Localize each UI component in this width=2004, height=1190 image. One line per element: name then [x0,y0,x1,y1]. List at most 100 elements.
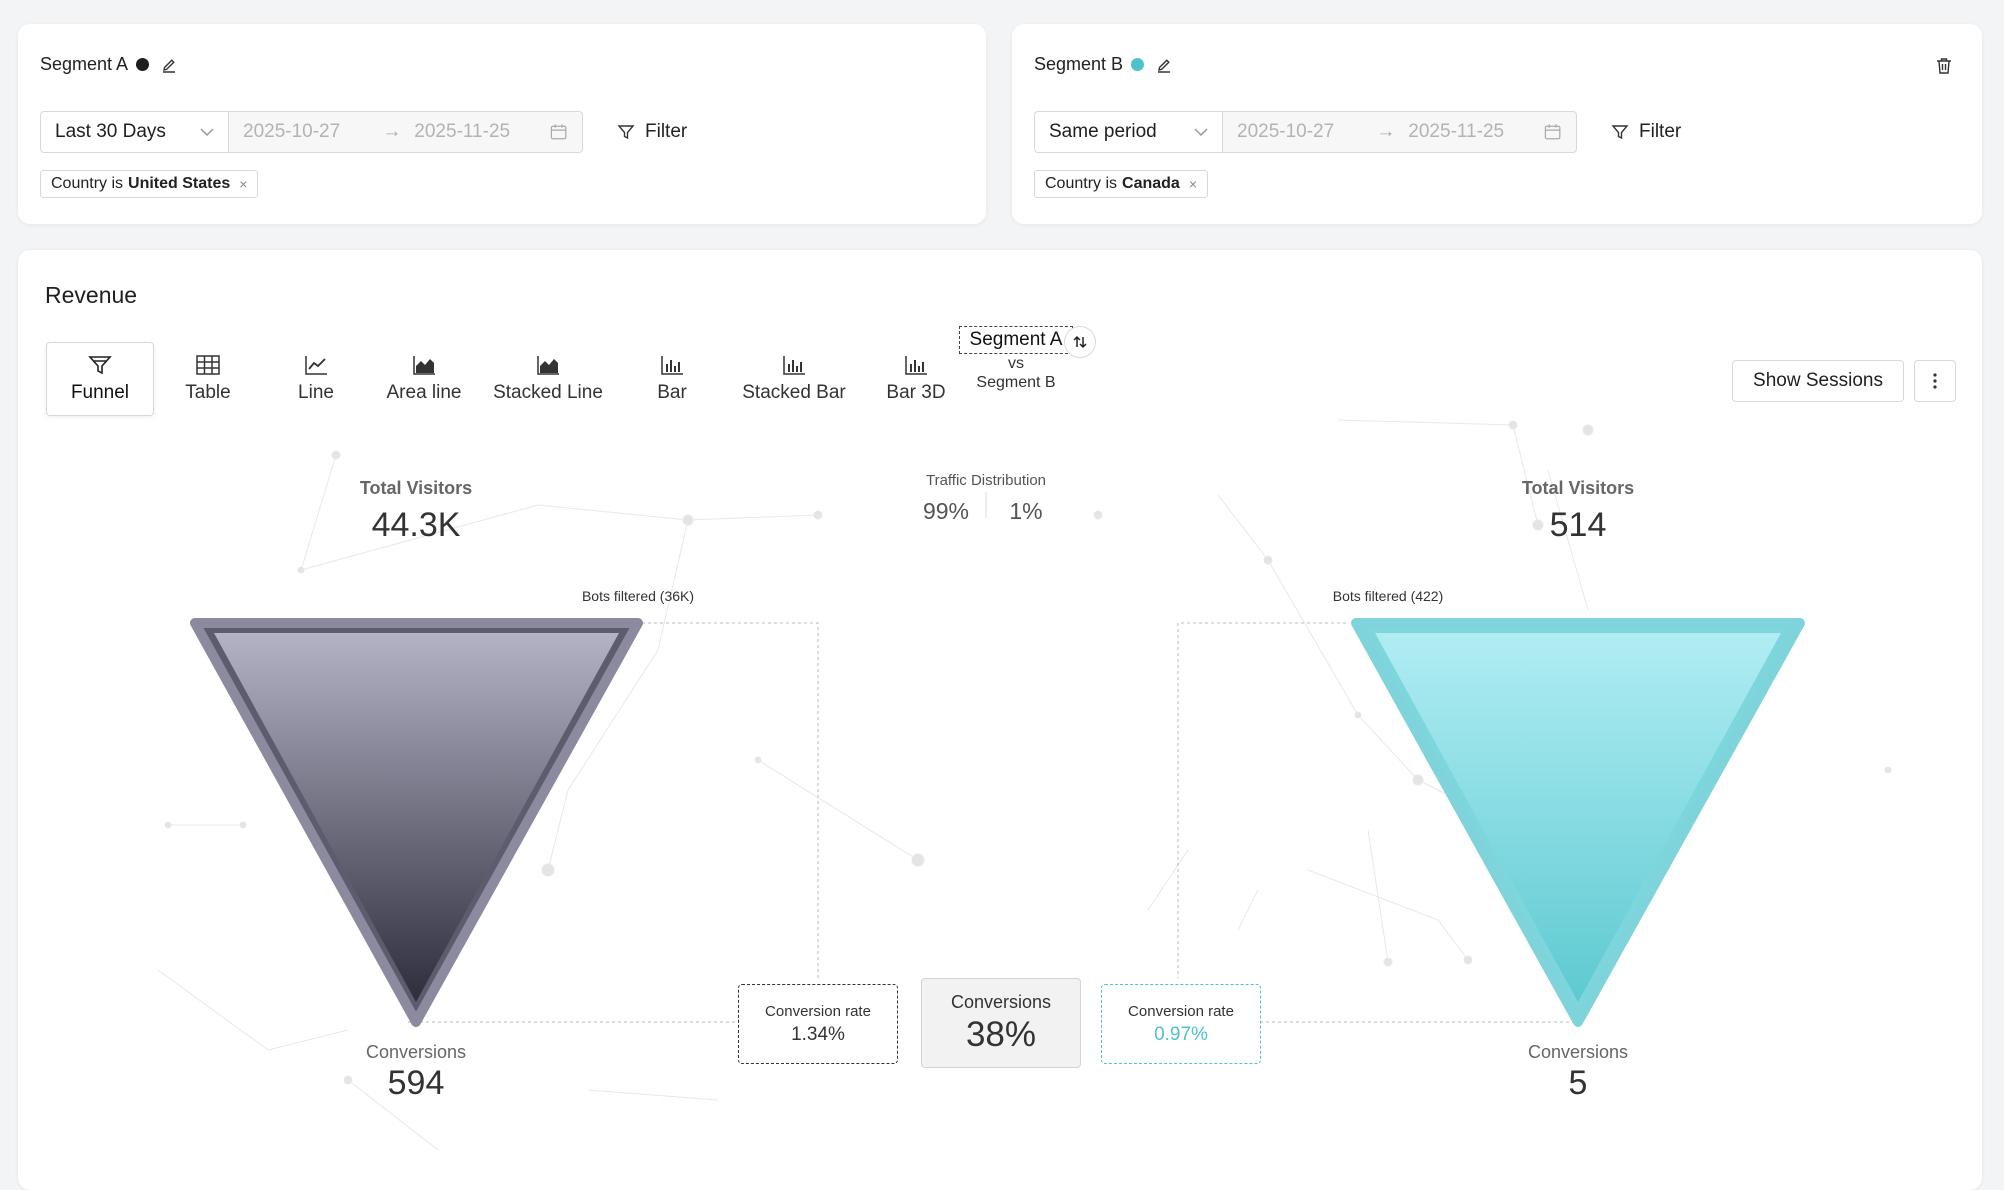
segment-a-date-range[interactable]: 2025-10-27 → 2025-11-25 [228,111,583,153]
segment-b-title: Segment B [1034,54,1124,74]
segment-a-visitors-label: Total Visitors [359,478,473,498]
edit-pencil-icon[interactable] [1156,57,1172,73]
traffic-distribution-label: Traffic Distribution [925,472,1047,489]
area-chart-icon [413,356,435,375]
segment-b-conversions-label: Conversions [1527,1042,1629,1062]
conversions-comparison: Conversions 38% [921,978,1081,1068]
segment-a-conversions-label: Conversions [365,1042,467,1062]
conversion-rate-label: Conversion rate [1128,1002,1234,1020]
arrow-right-icon: → [1376,121,1396,142]
filter-label: Filter [1639,121,1682,142]
tab-label: Line [298,382,334,403]
segment-a-card: Segment A Last 30 Days 2025-10-27 → 2025… [18,24,986,224]
funnel-canvas [157,419,1892,1151]
visualization-tabs: Funnel Table Line Area line Stacked Line… [46,342,970,416]
conversion-rate-value: 0.97% [1154,1023,1208,1045]
tab-stacked-bar[interactable]: Stacked Bar [726,342,862,416]
compare-primary-segment[interactable]: Segment A [958,326,1074,354]
chip-value: Canada [1122,175,1180,192]
filter-icon [1611,125,1629,140]
compare-vs: vs [1008,355,1024,372]
traffic-segment-a-value: 99% [922,498,970,524]
tab-label: Funnel [70,382,130,403]
conversion-rate-value: 1.34% [791,1023,845,1045]
segment-a-color-dot [136,58,150,71]
segment-a-filter-button[interactable]: Filter [617,121,687,143]
segment-b-date-start[interactable]: 2025-10-27 [1237,121,1335,142]
segment-b-card: Segment B Same period 2025-10-27 → 2025-… [1012,24,1982,224]
tab-stacked-line[interactable]: Stacked Line [478,342,618,416]
chevron-down-icon [200,128,214,137]
segment-b-range-select[interactable]: Same period [1034,111,1222,153]
more-vertical-icon [1933,373,1937,389]
close-icon[interactable]: × [239,176,248,192]
segment-a-filter-chip[interactable]: Country is United States × [40,170,259,198]
close-icon[interactable]: × [1188,176,1198,192]
segment-b-funnel [1351,618,1805,1027]
traffic-segment-b-value: 1% [1009,498,1043,524]
chevron-down-icon [1194,128,1208,137]
segment-b-date-end[interactable]: 2025-11-25 [1408,121,1505,142]
segment-a-funnel [190,618,643,1027]
line-chart-icon [305,356,327,375]
segment-a-visitors-value: 44.3K [371,506,461,544]
chip-prefix: Country is [1045,175,1118,192]
segment-a-title: Segment A [40,54,129,74]
compare-secondary-segment: Segment B [976,374,1056,391]
segment-a-conversions-value: 594 [387,1064,445,1102]
swap-segments-button[interactable] [1064,326,1096,358]
tab-bar[interactable]: Bar [618,342,726,416]
funnel-icon [88,356,112,375]
bar-3d-icon [905,356,927,375]
tab-table[interactable]: Table [154,342,262,416]
segment-b-color-dot [1131,58,1145,71]
conversions-comparison-value: 38% [965,1014,1037,1054]
swap-icon [1073,335,1087,349]
stacked-bar-icon [783,356,805,375]
chip-value: United States [128,175,231,192]
segment-b-filter-chip[interactable]: Country is Canada × [1034,170,1209,198]
revenue-card: Revenue Funnel Table Line Area line Stac… [18,250,1982,1190]
segment-a-header: Segment A [40,54,177,75]
tab-label: Stacked Bar [742,382,846,403]
tab-label: Bar 3D [886,382,946,403]
network-background [157,419,1892,1151]
calendar-icon [550,124,567,140]
stacked-line-icon [537,356,559,375]
table-icon [196,355,220,375]
tab-label: Stacked Line [493,382,603,403]
segment-compare: Segment A vs Segment B [936,326,1096,392]
segment-b-conversion-rate: Conversion rate 0.97% [1101,984,1261,1064]
segment-b-conversions-value: 5 [1568,1064,1588,1102]
segment-b-date-range[interactable]: 2025-10-27 → 2025-11-25 [1222,111,1577,153]
segment-b-range-value: Same period [1049,121,1157,142]
conversions-comparison-label: Conversions [950,991,1052,1012]
segment-b-visitors-label: Total Visitors [1521,478,1635,498]
segment-a-bots-note: Bots filtered (36K) [581,588,695,604]
segment-a-range-select[interactable]: Last 30 Days [40,111,228,153]
segment-b-bots-note: Bots filtered (422) [1332,588,1444,604]
filter-label: Filter [645,121,688,142]
tab-line[interactable]: Line [262,342,370,416]
calendar-icon [1544,124,1561,140]
more-options-button[interactable] [1914,360,1956,402]
segment-b-header: Segment B [1034,54,1172,75]
conversion-rate-label: Conversion rate [765,1002,871,1020]
tab-area-line[interactable]: Area line [370,342,478,416]
tab-funnel[interactable]: Funnel [46,342,154,416]
show-sessions-button[interactable]: Show Sessions [1732,360,1904,402]
edit-pencil-icon[interactable] [161,57,177,73]
segment-a-date-start[interactable]: 2025-10-27 [243,121,341,142]
segment-a-date-end[interactable]: 2025-11-25 [414,121,511,142]
tab-bar-3d[interactable]: Bar 3D [862,342,970,416]
segment-a-conversion-rate: Conversion rate 1.34% [738,984,898,1064]
tab-label: Area line [386,382,462,403]
filter-icon [617,125,635,140]
page-title: Revenue [45,282,138,308]
segment-a-range-value: Last 30 Days [55,121,166,142]
segment-b-filter-button[interactable]: Filter [1611,121,1681,143]
arrow-right-icon: → [382,121,402,142]
tab-label: Table [185,382,231,403]
trash-icon[interactable] [1934,56,1954,76]
tab-label: Bar [657,382,687,403]
